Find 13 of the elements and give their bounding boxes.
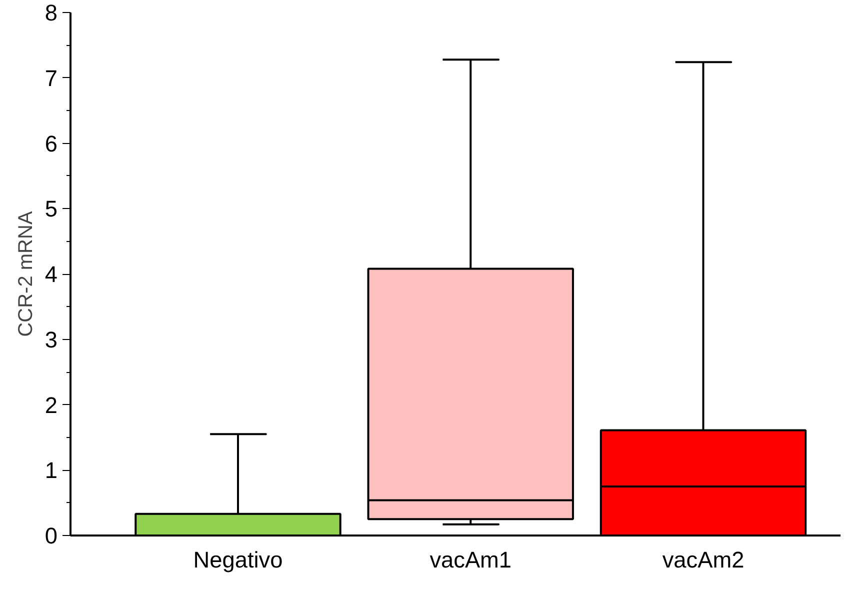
y-axis-title: CCR-2 mRNA (14, 210, 37, 337)
y-tick-label: 5 (44, 196, 58, 222)
y-tick-label: 1 (44, 457, 58, 484)
y-tick-label: 4 (44, 261, 58, 287)
y-tick-label: 0 (44, 522, 58, 548)
y-tick-label: 7 (44, 64, 58, 91)
x-tick-label: vacAm2 (662, 546, 744, 572)
x-tick-label: vacAm1 (430, 546, 512, 572)
y-tick-label: 8 (44, 0, 58, 26)
y-tick-label: 6 (44, 130, 58, 156)
x-tick-label: Negativo (193, 546, 283, 572)
y-tick-label: 2 (44, 392, 58, 418)
y-tick-label: 3 (44, 326, 58, 352)
